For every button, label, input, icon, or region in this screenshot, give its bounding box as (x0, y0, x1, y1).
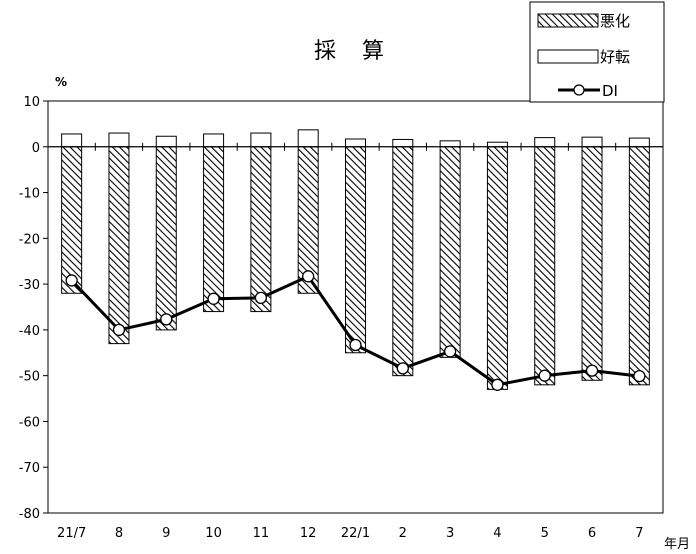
y-tick-label: -10 (19, 187, 40, 202)
bar-better (581, 136, 603, 148)
bar-better (439, 140, 461, 148)
bar-worse (628, 146, 650, 386)
bar-worse (581, 146, 603, 381)
bar-worse (345, 146, 366, 354)
legend-swatch-hatched (537, 13, 599, 28)
bar-better (628, 137, 650, 148)
bar-worse (250, 146, 272, 313)
di-point (491, 378, 504, 391)
legend-marker-di (573, 84, 585, 96)
x-tick-label: 10 (205, 526, 222, 541)
di-point (302, 270, 315, 283)
di-point (349, 338, 362, 352)
y-tick-label: -50 (19, 370, 40, 385)
x-tick-label: 8 (115, 526, 123, 541)
x-tick-label: 2 (399, 526, 407, 541)
x-tick-label: 7 (635, 526, 643, 541)
bar-better (155, 135, 177, 148)
y-tick-label: -60 (19, 415, 40, 430)
bar-worse (439, 146, 461, 358)
x-tick-label: 5 (541, 526, 549, 541)
plot-frame (47, 100, 664, 514)
di-point (112, 323, 126, 337)
bar-worse (61, 146, 83, 294)
di-point (443, 345, 457, 358)
di-point (538, 369, 551, 382)
legend-swatch-white (537, 49, 599, 64)
x-axis-label: 年月 (664, 537, 690, 552)
y-tick-label: -40 (19, 324, 40, 339)
x-tick-label: 22/1 (341, 526, 370, 541)
bar-better (392, 138, 414, 148)
bar-better (297, 129, 319, 148)
chart-title: 採 算 (314, 39, 386, 64)
legend-label-better: 好転 (600, 48, 630, 66)
bar-better (108, 132, 130, 148)
x-tick-label: 12 (300, 526, 317, 541)
bar-worse (486, 146, 508, 390)
x-tick-label: 4 (493, 526, 501, 541)
x-tick-label: 6 (588, 526, 596, 541)
x-tick-label: 9 (162, 526, 170, 541)
bar-better (250, 132, 272, 148)
di-point (207, 292, 220, 305)
y-axis-unit: % (55, 75, 67, 89)
bar-better (61, 133, 83, 148)
di-point (65, 274, 78, 287)
y-tick-label: -30 (19, 278, 40, 293)
bar-worse (392, 146, 414, 377)
y-tick-label: -80 (19, 507, 40, 522)
plot-area: 10 0 -10 -20 -30 -40 -50 -60 -70 -80 21/7 8 9 10 11 12 2… (19, 95, 664, 541)
x-tick-label: 3 (446, 526, 454, 541)
legend-label-di: DI (602, 82, 618, 100)
bar-better (203, 133, 225, 148)
di-point (585, 364, 599, 377)
legend-label-worse: 悪化 (600, 12, 630, 30)
bar-worse (155, 146, 177, 331)
y-tick-label: -20 (19, 232, 40, 247)
di-point (396, 362, 409, 375)
bar-better (486, 141, 508, 148)
di-point (160, 313, 173, 326)
x-tick-label: 21/7 (57, 526, 86, 541)
bar-worse (534, 146, 556, 386)
y-tick-label: 0 (32, 141, 40, 156)
bar-better (534, 137, 556, 148)
x-tick-label: 11 (253, 526, 270, 541)
bar-worse (203, 146, 225, 313)
di-point (633, 369, 646, 383)
bar-better (345, 138, 366, 148)
di-point (254, 291, 268, 304)
bar-worse (108, 146, 130, 345)
y-tick-label: 10 (23, 95, 40, 110)
y-tick-label: -70 (19, 461, 40, 476)
legend: 悪化 好転 DI (529, 1, 665, 103)
